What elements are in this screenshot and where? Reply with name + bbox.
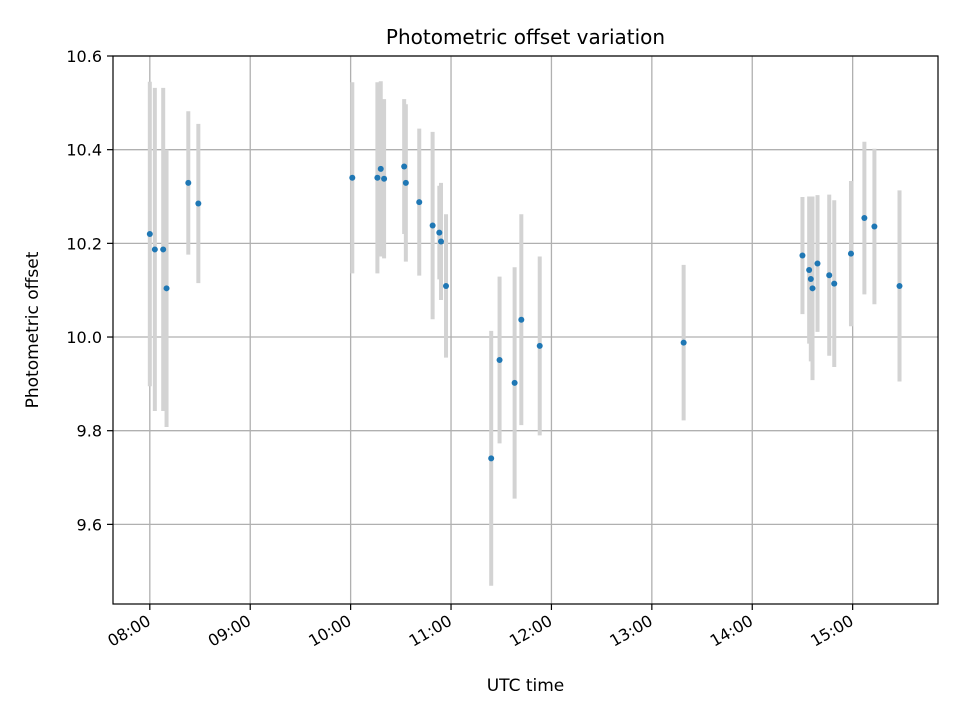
data-point xyxy=(518,316,525,323)
data-point xyxy=(381,175,388,182)
data-point xyxy=(377,165,384,172)
data-point xyxy=(680,339,687,346)
data-point xyxy=(871,223,878,230)
x-tick-label: 15:00 xyxy=(807,611,856,651)
data-point xyxy=(511,379,518,386)
data-point xyxy=(831,280,838,287)
y-tick-label: 10.6 xyxy=(66,47,102,66)
x-axis-title: UTC time xyxy=(487,676,565,696)
data-point xyxy=(436,229,443,236)
y-tick-label: 10.0 xyxy=(66,328,102,347)
plot-frame xyxy=(112,55,939,605)
data-point xyxy=(146,230,153,237)
data-point xyxy=(402,179,409,186)
error-bars xyxy=(147,81,902,586)
x-tick-label: 12:00 xyxy=(506,611,555,651)
data-point xyxy=(847,250,854,257)
data-point xyxy=(374,174,381,181)
data-point xyxy=(496,356,503,363)
y-tick-label: 10.2 xyxy=(66,234,102,253)
data-point xyxy=(429,222,436,229)
data-point xyxy=(151,246,158,253)
data-point xyxy=(806,267,813,274)
data-point xyxy=(401,163,408,170)
data-point xyxy=(814,260,821,267)
data-point xyxy=(160,246,167,253)
data-point xyxy=(488,455,495,462)
data-point xyxy=(807,275,814,282)
data-point xyxy=(195,200,202,207)
x-tick-label: 11:00 xyxy=(406,611,455,651)
data-point xyxy=(826,272,833,279)
data-point xyxy=(896,282,903,289)
data-point xyxy=(185,179,192,186)
x-tick-label: 14:00 xyxy=(707,611,756,651)
data-points xyxy=(146,163,903,462)
y-tick-label: 9.6 xyxy=(77,515,102,534)
chart-title: Photometric offset variation xyxy=(386,25,665,49)
data-point xyxy=(799,252,806,259)
x-tick-label: 10:00 xyxy=(305,611,354,651)
x-axis-ticks: 08:00 09:00 10:00 11:00 12:00 13:00 14:00 15:00 xyxy=(104,604,857,651)
y-tick-label: 9.8 xyxy=(77,422,102,441)
data-point xyxy=(416,199,423,206)
x-tick-label: 09:00 xyxy=(205,611,254,651)
data-point xyxy=(349,174,356,181)
data-point xyxy=(163,285,170,292)
data-point xyxy=(809,285,816,292)
y-axis-title: Photometric offset xyxy=(23,251,43,408)
y-tick-label: 10.4 xyxy=(66,141,102,160)
data-point xyxy=(437,238,444,245)
data-point xyxy=(536,342,543,349)
data-point xyxy=(443,282,450,289)
x-tick-label: 08:00 xyxy=(104,611,153,651)
x-tick-label: 13:00 xyxy=(606,611,655,651)
data-point xyxy=(861,215,868,222)
y-axis-ticks: 9.6 9.8 10.0 10.2 10.4 10.6 xyxy=(66,47,113,534)
